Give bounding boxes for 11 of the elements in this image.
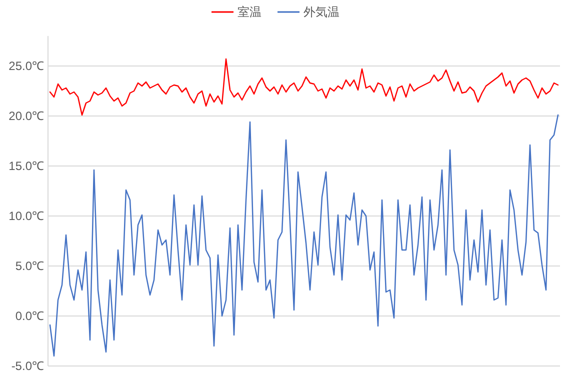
line-series bbox=[49, 58, 559, 116]
legend-label: 外気温 bbox=[304, 5, 340, 19]
y-tick-label: 5.0℃ bbox=[15, 259, 44, 273]
legend-label: 室温 bbox=[238, 5, 262, 19]
y-tick-label: -5.0℃ bbox=[11, 359, 44, 373]
y-tick-label: 0.0℃ bbox=[15, 309, 44, 323]
line-series bbox=[49, 114, 559, 357]
y-tick-label: 15.0℃ bbox=[8, 159, 44, 173]
y-tick-label: 25.0℃ bbox=[8, 59, 44, 73]
y-tick-label: 10.0℃ bbox=[8, 209, 44, 223]
y-tick-label: 20.0℃ bbox=[8, 109, 44, 123]
